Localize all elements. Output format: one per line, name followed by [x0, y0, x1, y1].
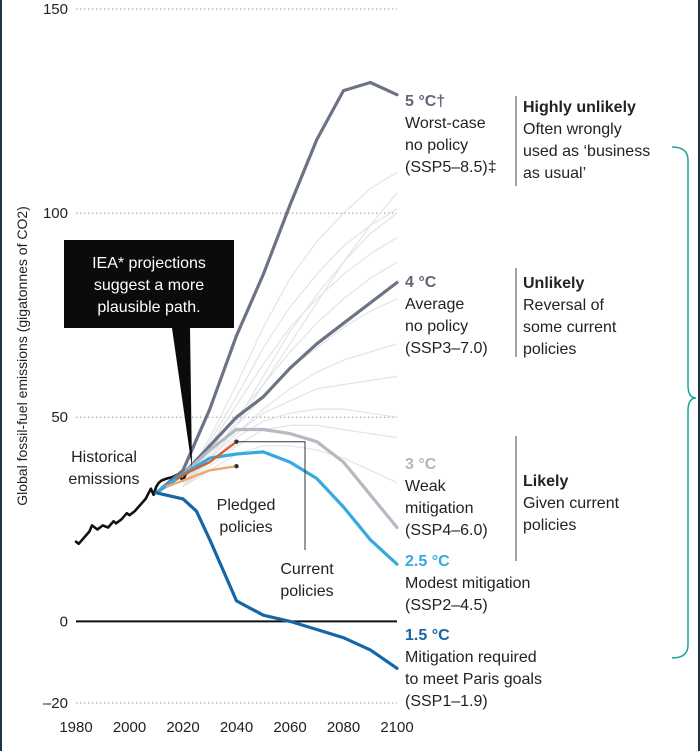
scenario-description: mitigation	[405, 500, 473, 517]
current-label-line2: policies	[280, 583, 333, 600]
series-line	[154, 80, 399, 495]
pledged-label-line2: policies	[219, 519, 272, 536]
series-line	[74, 471, 190, 546]
scenario-temp-label: 5 °C†	[405, 93, 445, 110]
x-tick-label: 1980	[59, 719, 92, 736]
right-border	[698, 0, 700, 751]
current-policies-leader	[236, 441, 306, 550]
scenario-description: (SSP3–7.0)	[405, 340, 488, 357]
y-tick-label: 150	[43, 1, 68, 18]
scenario-description: (SSP2–4.5)	[405, 597, 488, 614]
scenario-description: no policy	[405, 137, 468, 154]
likelihood-description: policies	[523, 341, 576, 358]
x-tick-label: 2060	[273, 719, 306, 736]
current-label-line1: Current	[280, 561, 334, 578]
y-tick-label: 50	[51, 409, 68, 426]
x-tick-label: 2000	[113, 719, 146, 736]
iea-callout-pointer	[172, 328, 192, 468]
likelihood-description: some current	[523, 319, 617, 336]
x-tick-label: 2020	[166, 719, 199, 736]
likelihood-description: as usual’	[523, 165, 586, 182]
scenario-description: no policy	[405, 318, 468, 335]
iea-callout-text: IEA* projections	[92, 255, 206, 272]
historical-label-line2: emissions	[68, 471, 139, 488]
scenario-description: (SSP4–6.0)	[405, 522, 488, 539]
scenario-description: Worst-case	[405, 115, 486, 132]
pledged-label-line1: Pledged	[217, 497, 276, 514]
background-pathway-line	[182, 212, 398, 488]
y-axis-label: Global fossil-fuel emissions (gigatonnes…	[14, 206, 30, 506]
teal-curly-brace	[671, 146, 697, 659]
series-line	[154, 427, 399, 530]
scenario-description: Modest mitigation	[405, 575, 530, 592]
y-tick-label: –20	[43, 695, 68, 712]
scenario-description: (SSP1–1.9)	[405, 693, 488, 710]
series-line	[176, 440, 238, 480]
background-pathway-line	[182, 343, 398, 488]
x-tick-label: 2080	[327, 719, 360, 736]
scenario-temp-label: 4 °C	[405, 274, 437, 291]
y-tick-label: 0	[60, 613, 68, 630]
iea-callout-text: suggest a more	[94, 277, 204, 294]
likelihood-description: Often wrongly	[523, 121, 622, 138]
scenario-description: (SSP5–8.5)‡	[405, 159, 497, 176]
x-tick-label: 2040	[220, 719, 253, 736]
scenario-description: Weak	[405, 478, 447, 495]
likelihood-description: Reversal of	[523, 297, 604, 314]
background-pathway-line	[182, 424, 398, 488]
background-pathway-line	[182, 171, 398, 487]
x-tick-label: 2100	[380, 719, 413, 736]
background-pathway-line	[182, 237, 398, 487]
scenario-temp-label: 1.5 °C	[405, 627, 450, 644]
pledged-policies-dot	[234, 464, 239, 469]
series-line	[154, 450, 399, 566]
likelihood-heading: Highly unlikely	[523, 99, 636, 116]
iea-callout-text: plausible path.	[97, 299, 200, 316]
historical-label-line1: Historical	[71, 449, 137, 466]
left-border	[0, 0, 2, 751]
likelihood-heading: Likely	[523, 473, 568, 490]
scenario-description: Average	[405, 296, 464, 313]
background-pathway-line	[182, 445, 398, 488]
series-line	[165, 465, 238, 488]
y-tick-label: 100	[43, 205, 68, 222]
scenario-temp-label: 3 °C	[405, 456, 437, 473]
iea-callout-box	[64, 240, 234, 328]
likelihood-description: policies	[523, 517, 576, 534]
likelihood-description: used as ‘business	[523, 143, 650, 160]
chart-text: 150 100 50 0 –20 1980 2000 2020 2040 2060 2080 2100…	[14, 1, 650, 736]
background-pathway-line	[182, 261, 398, 487]
series-line	[154, 491, 399, 670]
background-pathway-line	[182, 208, 398, 487]
scenario-description: Mitigation required	[405, 649, 537, 666]
background-pathways	[182, 171, 398, 488]
background-pathway-line	[182, 192, 398, 488]
series-lines	[74, 80, 399, 670]
scenario-description: to meet Paris goals	[405, 671, 542, 688]
likelihood-heading: Unlikely	[523, 275, 584, 292]
likelihood-brackets	[515, 96, 697, 659]
likelihood-description: Given current	[523, 495, 620, 512]
scenario-temp-label: 2.5 °C	[405, 553, 450, 570]
